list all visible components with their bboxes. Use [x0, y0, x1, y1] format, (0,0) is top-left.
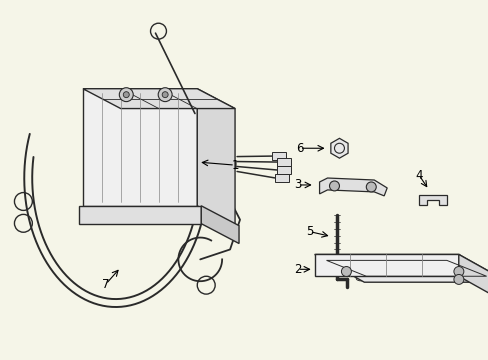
Circle shape [162, 92, 168, 98]
Polygon shape [276, 158, 290, 166]
Circle shape [341, 266, 351, 276]
Circle shape [366, 182, 375, 192]
Polygon shape [314, 255, 488, 282]
Circle shape [329, 181, 339, 191]
Text: 1: 1 [231, 159, 238, 172]
Polygon shape [79, 206, 201, 224]
Polygon shape [197, 89, 235, 226]
Polygon shape [271, 152, 285, 160]
Polygon shape [276, 166, 290, 174]
Polygon shape [330, 138, 347, 158]
Text: 2: 2 [293, 263, 301, 276]
Polygon shape [458, 255, 488, 304]
Text: 4: 4 [414, 168, 422, 181]
Text: 3: 3 [293, 179, 301, 192]
Circle shape [123, 92, 129, 98]
Polygon shape [201, 206, 239, 243]
Polygon shape [319, 178, 386, 196]
Polygon shape [274, 174, 288, 182]
Circle shape [453, 266, 463, 276]
Polygon shape [314, 255, 458, 276]
Polygon shape [83, 89, 197, 206]
Polygon shape [83, 89, 235, 109]
Text: 6: 6 [295, 142, 303, 155]
Circle shape [158, 88, 172, 102]
Text: 7: 7 [102, 278, 109, 291]
Text: 5: 5 [305, 225, 313, 238]
Circle shape [119, 88, 133, 102]
Polygon shape [418, 195, 446, 205]
Circle shape [453, 274, 463, 284]
